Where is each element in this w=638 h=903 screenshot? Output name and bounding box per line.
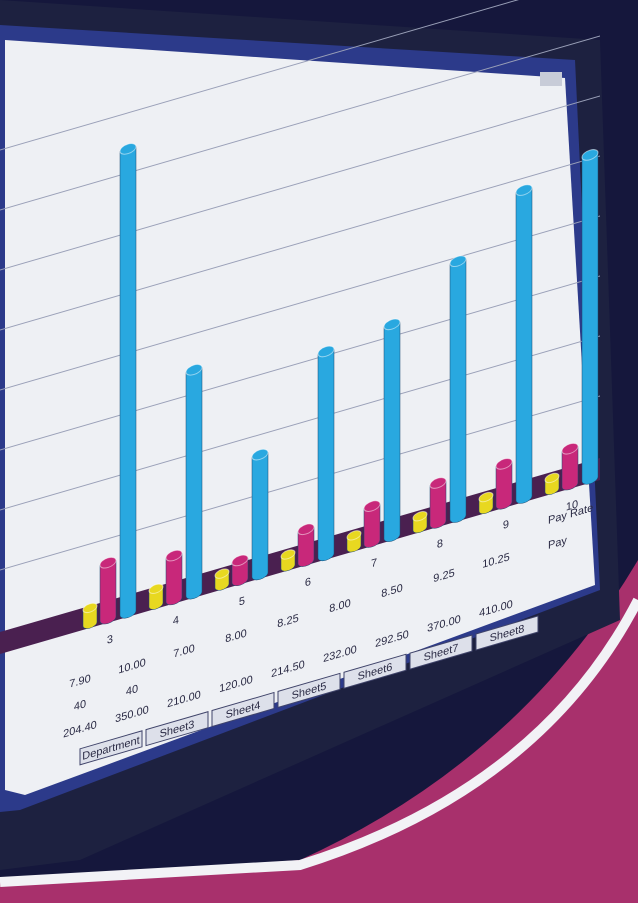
x-tick-label: 3 <box>107 633 113 647</box>
window-button[interactable] <box>540 72 562 86</box>
cylinder <box>582 153 598 486</box>
cylinder <box>450 259 466 524</box>
x-tick-label: 4 <box>173 614 179 628</box>
cylinder <box>384 322 400 543</box>
x-tick-label: 6 <box>305 576 311 590</box>
x-tick-label: 8 <box>437 538 443 552</box>
x-tick-label: 7 <box>371 557 377 571</box>
x-tick-label: 5 <box>239 595 245 609</box>
photo: 3456789107.9010.007.008.008.258.008.509.… <box>0 0 638 903</box>
cylinder <box>166 553 182 606</box>
cylinder <box>252 452 268 581</box>
cylinder <box>516 188 532 505</box>
page: 3456789107.9010.007.008.008.258.008.509.… <box>0 0 638 903</box>
cylinder <box>186 367 202 600</box>
x-tick-label: 9 <box>503 518 509 532</box>
cylinder <box>120 147 136 620</box>
cylinder <box>100 560 116 625</box>
cylinder <box>318 349 334 562</box>
